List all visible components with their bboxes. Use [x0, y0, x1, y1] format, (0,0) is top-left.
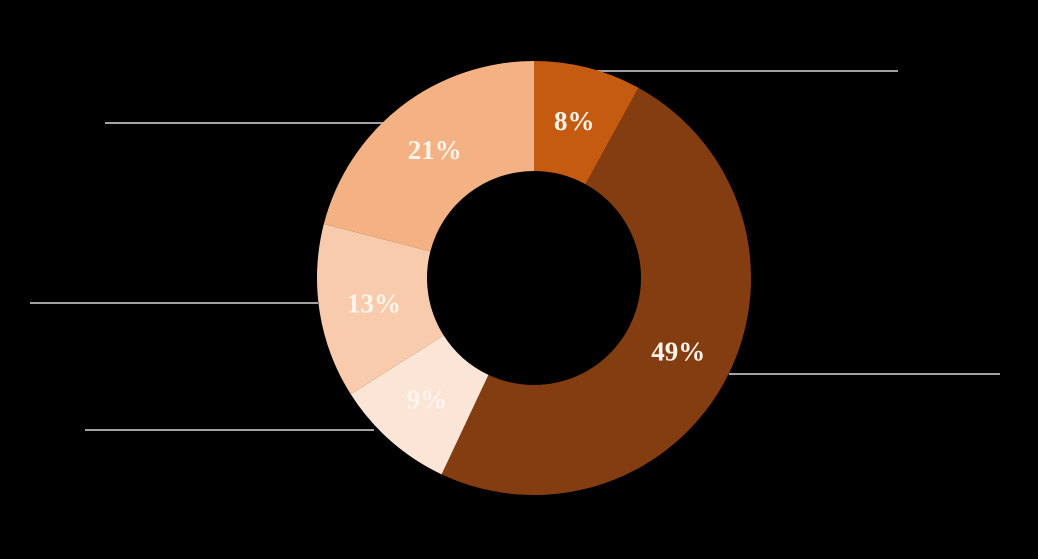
slice-label: 49%	[651, 337, 705, 367]
slice-label: 13%	[347, 288, 401, 318]
slice-label: 9%	[407, 385, 448, 415]
pie-slice	[323, 61, 534, 252]
slice-label: 8%	[554, 106, 595, 136]
pie-slice	[441, 87, 752, 496]
pie-slice	[534, 61, 639, 185]
callout-lines-group	[30, 70, 1000, 431]
pie-slice	[317, 224, 444, 395]
pie-slice	[350, 335, 489, 475]
slices-group	[317, 61, 752, 496]
slice-labels-group: 8% 49% 9% 13% 21%	[347, 106, 705, 414]
slice-label: 21%	[408, 135, 462, 165]
